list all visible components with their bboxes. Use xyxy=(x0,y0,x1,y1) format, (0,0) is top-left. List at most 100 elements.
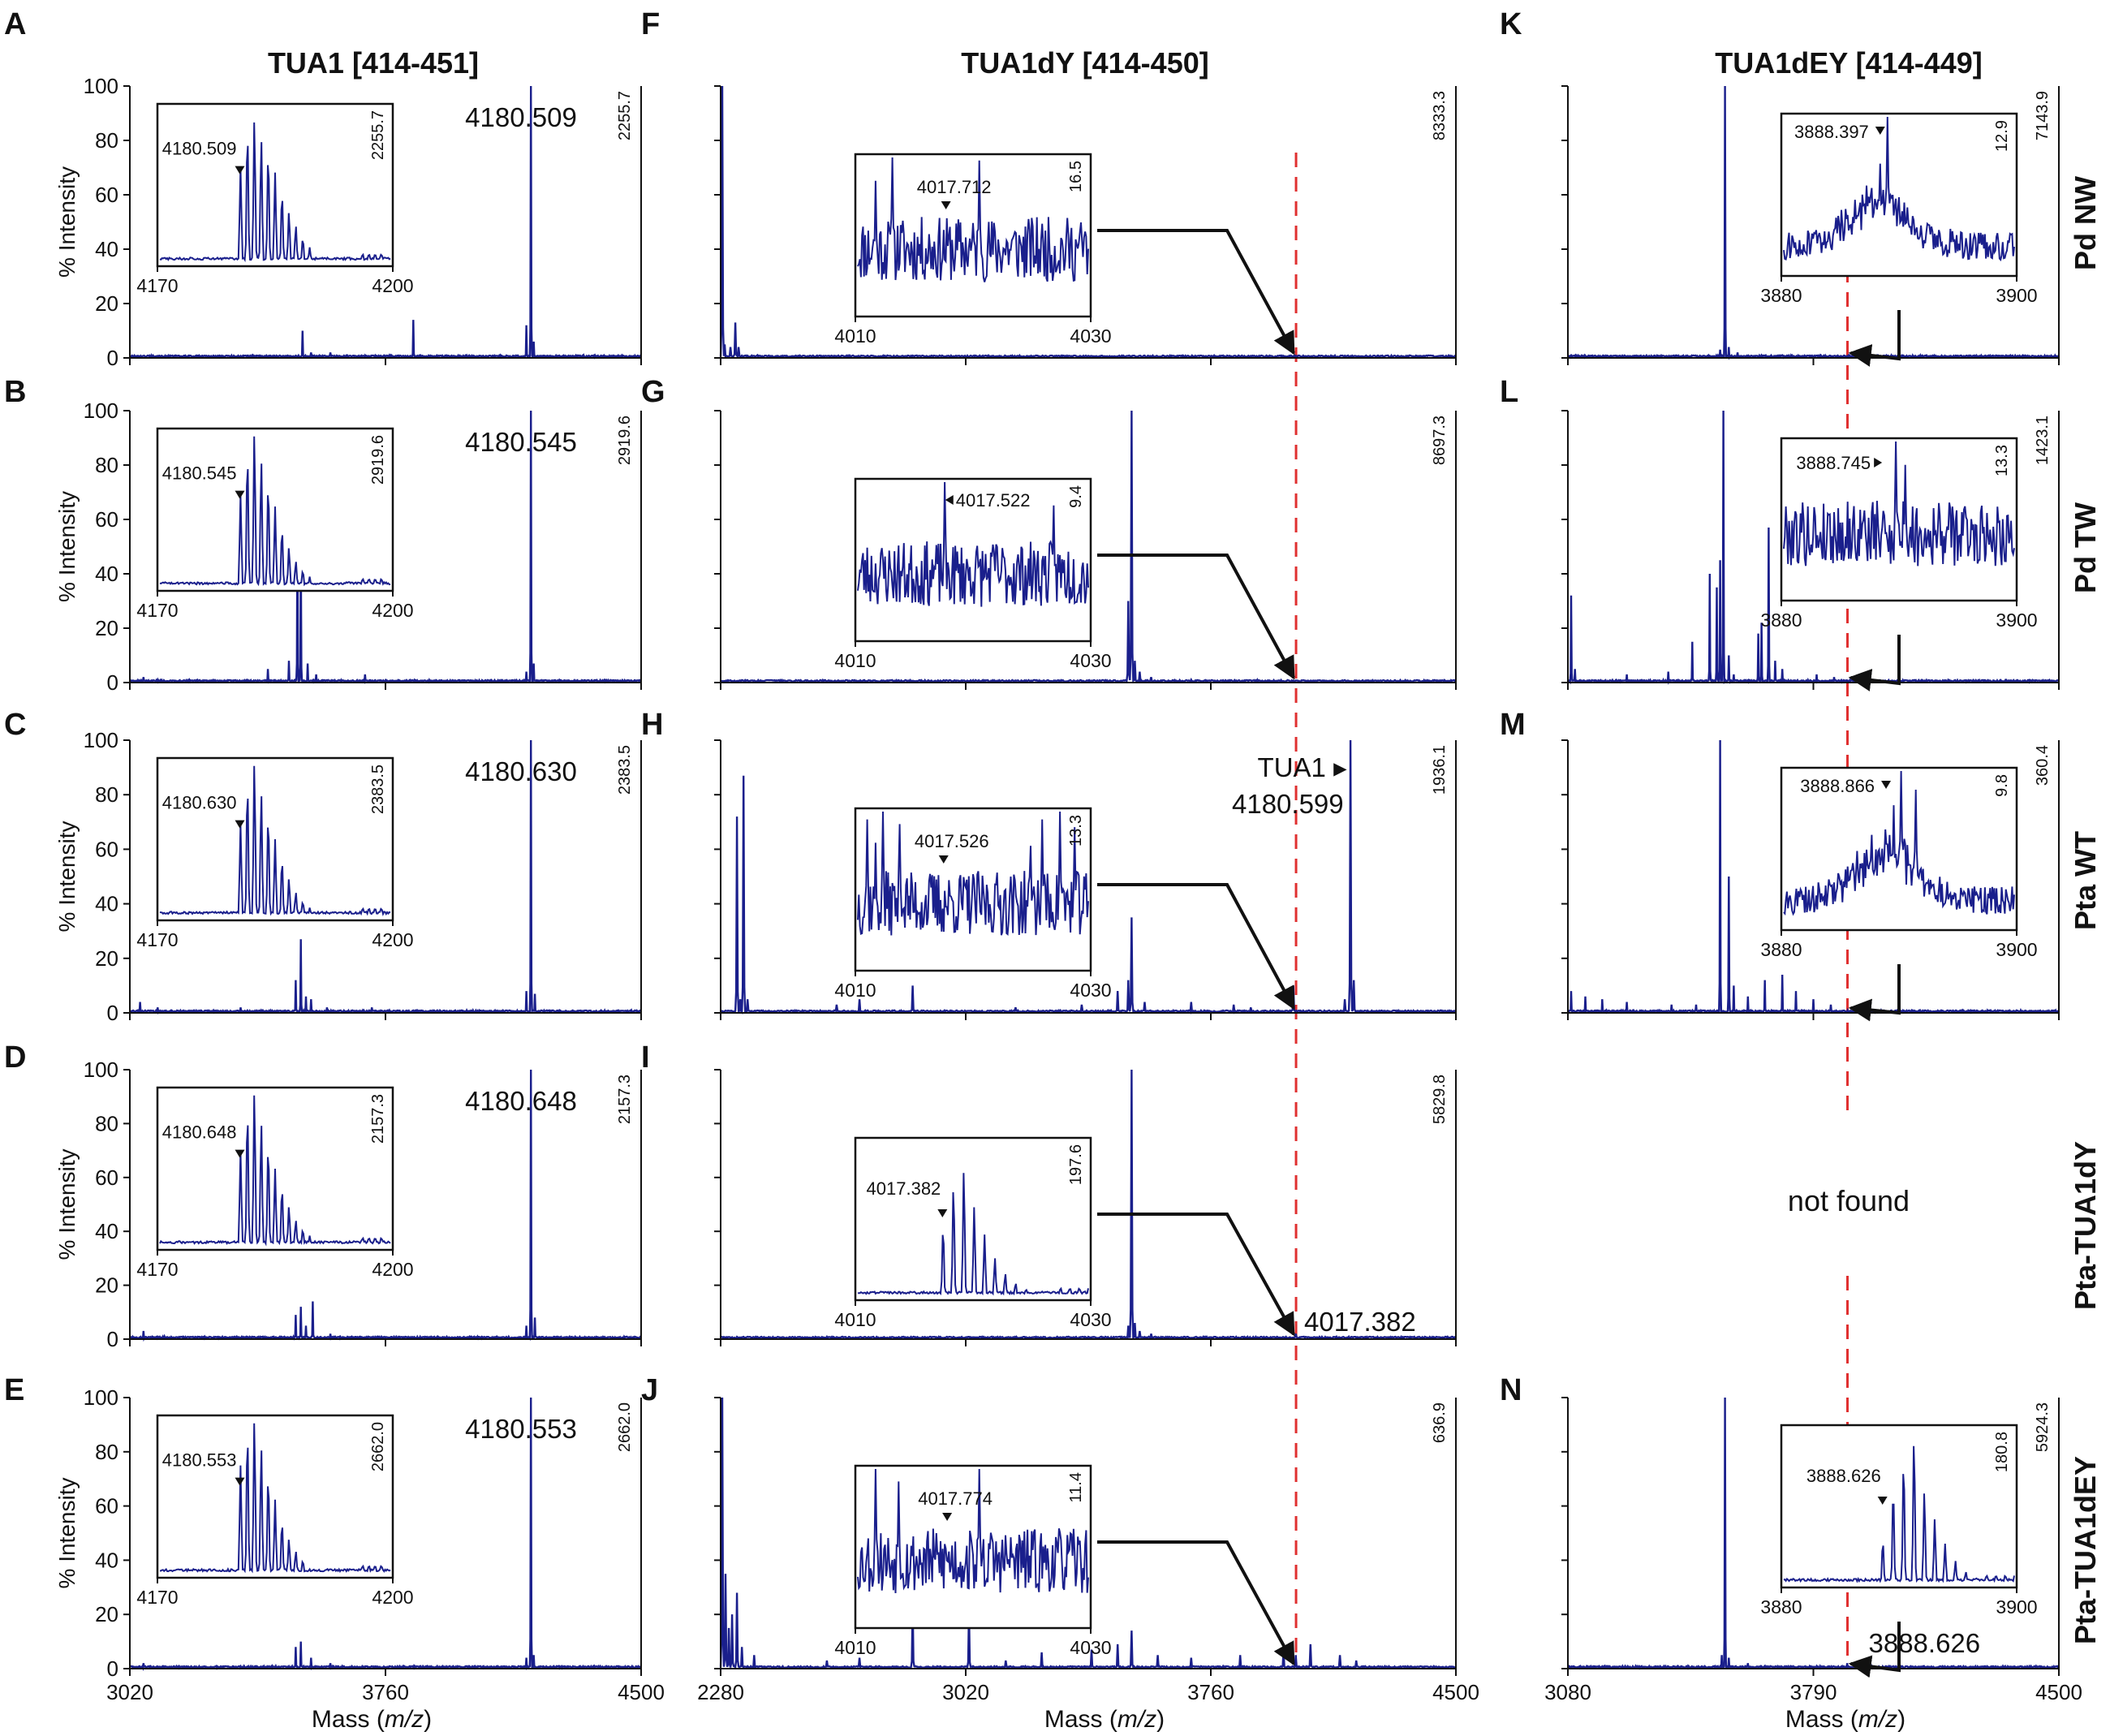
inset-frame xyxy=(854,1464,1092,1630)
panel-label-d: D xyxy=(4,1040,26,1075)
x-tick-label: 3760 xyxy=(362,1680,409,1704)
inset: 4010 4030 11.4 4017.774 xyxy=(834,1464,1112,1658)
y-tick-label: 0 xyxy=(107,1327,118,1351)
x-tick-label: 3080 xyxy=(1544,1680,1591,1704)
inset-marker-label: 3888.397 xyxy=(1794,122,1869,142)
inset-marker-label: 3888.866 xyxy=(1800,776,1875,796)
main-peak-label: 4180.545 xyxy=(465,427,577,457)
panel-label-i: I xyxy=(641,1040,650,1075)
panel-k: 7143.9 3880 3900 12.9 3888.397 xyxy=(1561,85,2060,367)
inset-x-tick-label: 4010 xyxy=(834,980,876,1001)
target-peak-label: 3888.626 xyxy=(1869,1628,1981,1658)
y-tick-label: 80 xyxy=(95,782,118,807)
spectrum-trace xyxy=(1567,410,2060,686)
max-intensity-label: 2919.6 xyxy=(616,416,634,465)
inset-marker-triangle xyxy=(235,490,245,499)
y-tick-label: 100 xyxy=(84,728,118,752)
panel-label-c: C xyxy=(4,708,26,742)
inset: 4010 4030 13.3 4017.526 xyxy=(834,807,1112,1001)
spectrum-trace xyxy=(129,1397,642,1672)
inset-arrow xyxy=(1848,1622,1901,1678)
main-peak-label: 4180.509 xyxy=(465,102,577,132)
panel-label-h: H xyxy=(641,708,663,742)
inset-x-tick-label: 4030 xyxy=(1070,325,1111,347)
y-axis-title: % Intensity xyxy=(54,166,80,278)
inset-marker-triangle xyxy=(235,1149,245,1158)
inset-marker-triangle xyxy=(938,855,949,864)
inset-arrow xyxy=(1097,883,1295,1010)
row-label-pd-nw: Pd NW xyxy=(2069,176,2102,270)
tua1-peak-label: 4180.599 xyxy=(1232,789,1344,819)
spectrum-trace xyxy=(128,739,642,1015)
inset: 3880 3900 13.3 3888.745 xyxy=(1760,437,2038,631)
y-tick-label: 0 xyxy=(107,346,118,370)
panel-m: 360.4 3880 3900 9.8 3888.866 xyxy=(1561,739,2060,1022)
panel-f: 8333.3 4010 4030 16.5 4017.712 xyxy=(714,85,1457,365)
inset-x-tick-label: 4030 xyxy=(1070,1309,1111,1330)
inset-trace xyxy=(159,436,391,587)
inset-marker-triangle xyxy=(1877,1497,1888,1505)
spectrum-trace xyxy=(129,85,643,360)
inset-x-tick-label: 4170 xyxy=(136,275,178,296)
inset-x-tick-label: 4030 xyxy=(1070,650,1111,671)
spectrum-trace xyxy=(720,1069,1457,1341)
inset-max-label: 9.8 xyxy=(1993,774,2011,797)
inset-marker-triangle xyxy=(235,1477,245,1486)
inset-trace xyxy=(857,1468,1089,1594)
panel-label-n: N xyxy=(1500,1373,1522,1407)
inset-max-label: 197.6 xyxy=(1067,1144,1085,1185)
inset-arrow xyxy=(1097,1540,1295,1666)
inset-x-tick-label: 4030 xyxy=(1070,1637,1111,1658)
inset-x-tick-label: 4200 xyxy=(372,929,413,950)
inset-x-tick-label: 4010 xyxy=(834,1637,876,1658)
inset-x-tick-label: 4010 xyxy=(834,325,876,347)
inset-marker-label: 4180.509 xyxy=(162,139,237,159)
spectrum-trace xyxy=(720,410,1457,684)
inset-arrow xyxy=(1097,554,1295,680)
max-intensity-label: 1423.1 xyxy=(2034,416,2052,465)
y-tick-label: 20 xyxy=(95,616,118,640)
x-tick-label: 3790 xyxy=(1790,1680,1837,1704)
inset-marker-label: 4017.382 xyxy=(867,1178,941,1199)
inset-marker-triangle xyxy=(937,1209,948,1217)
inset-frame xyxy=(1780,1424,2018,1589)
inset-max-label: 16.5 xyxy=(1067,161,1085,192)
inset: 4170 4200 2662.0 4180.553 xyxy=(136,1414,414,1608)
y-tick-label: 60 xyxy=(95,1165,118,1190)
y-tick-label: 0 xyxy=(107,1656,118,1681)
spectrum-trace xyxy=(129,1069,642,1342)
inset-marker-triangle xyxy=(1875,127,1885,135)
y-axis-title: % Intensity xyxy=(54,1149,80,1260)
inset: 4010 4030 16.5 4017.712 xyxy=(834,153,1112,347)
inset-x-tick-label: 3900 xyxy=(1996,939,2037,960)
inset-trace xyxy=(159,1423,391,1574)
y-tick-label: 100 xyxy=(84,74,118,98)
inset-x-tick-label: 3900 xyxy=(1996,1596,2037,1618)
inset-max-label: 2157.3 xyxy=(369,1094,387,1144)
inset-marker-triangle xyxy=(942,1513,953,1521)
panel-label-g: G xyxy=(641,375,665,409)
y-tick-label: 60 xyxy=(95,837,118,861)
y-tick-label: 80 xyxy=(95,453,118,477)
inset-trace xyxy=(857,1173,1089,1296)
x-tick-label: 2280 xyxy=(697,1680,744,1704)
max-intensity-label: 8697.3 xyxy=(1431,416,1449,465)
inset-x-tick-label: 4010 xyxy=(834,650,876,671)
max-intensity-label: 1936.1 xyxy=(1431,745,1449,795)
inset-trace xyxy=(1783,116,2015,261)
inset-arrow xyxy=(1848,964,1901,1022)
panel-label-f: F xyxy=(641,7,660,41)
panel-h: 1936.1 4010 4030 13.3 4017.526 TUA1 ▸ 4180.599 xyxy=(714,739,1457,1020)
inset-x-tick-label: 4200 xyxy=(372,1259,413,1280)
y-tick-label: 40 xyxy=(95,1219,118,1243)
y-tick-label: 100 xyxy=(84,398,118,423)
panel-l: 1423.1 3880 3900 13.3 3888.745 xyxy=(1561,410,2060,691)
inset-x-tick-label: 4170 xyxy=(136,929,178,950)
inset-marker-label: 4017.712 xyxy=(917,177,992,197)
inset-x-tick-label: 3880 xyxy=(1760,285,1802,306)
y-tick-label: 40 xyxy=(95,1548,118,1572)
y-tick-label: 80 xyxy=(95,1111,118,1135)
y-tick-label: 20 xyxy=(95,946,118,971)
